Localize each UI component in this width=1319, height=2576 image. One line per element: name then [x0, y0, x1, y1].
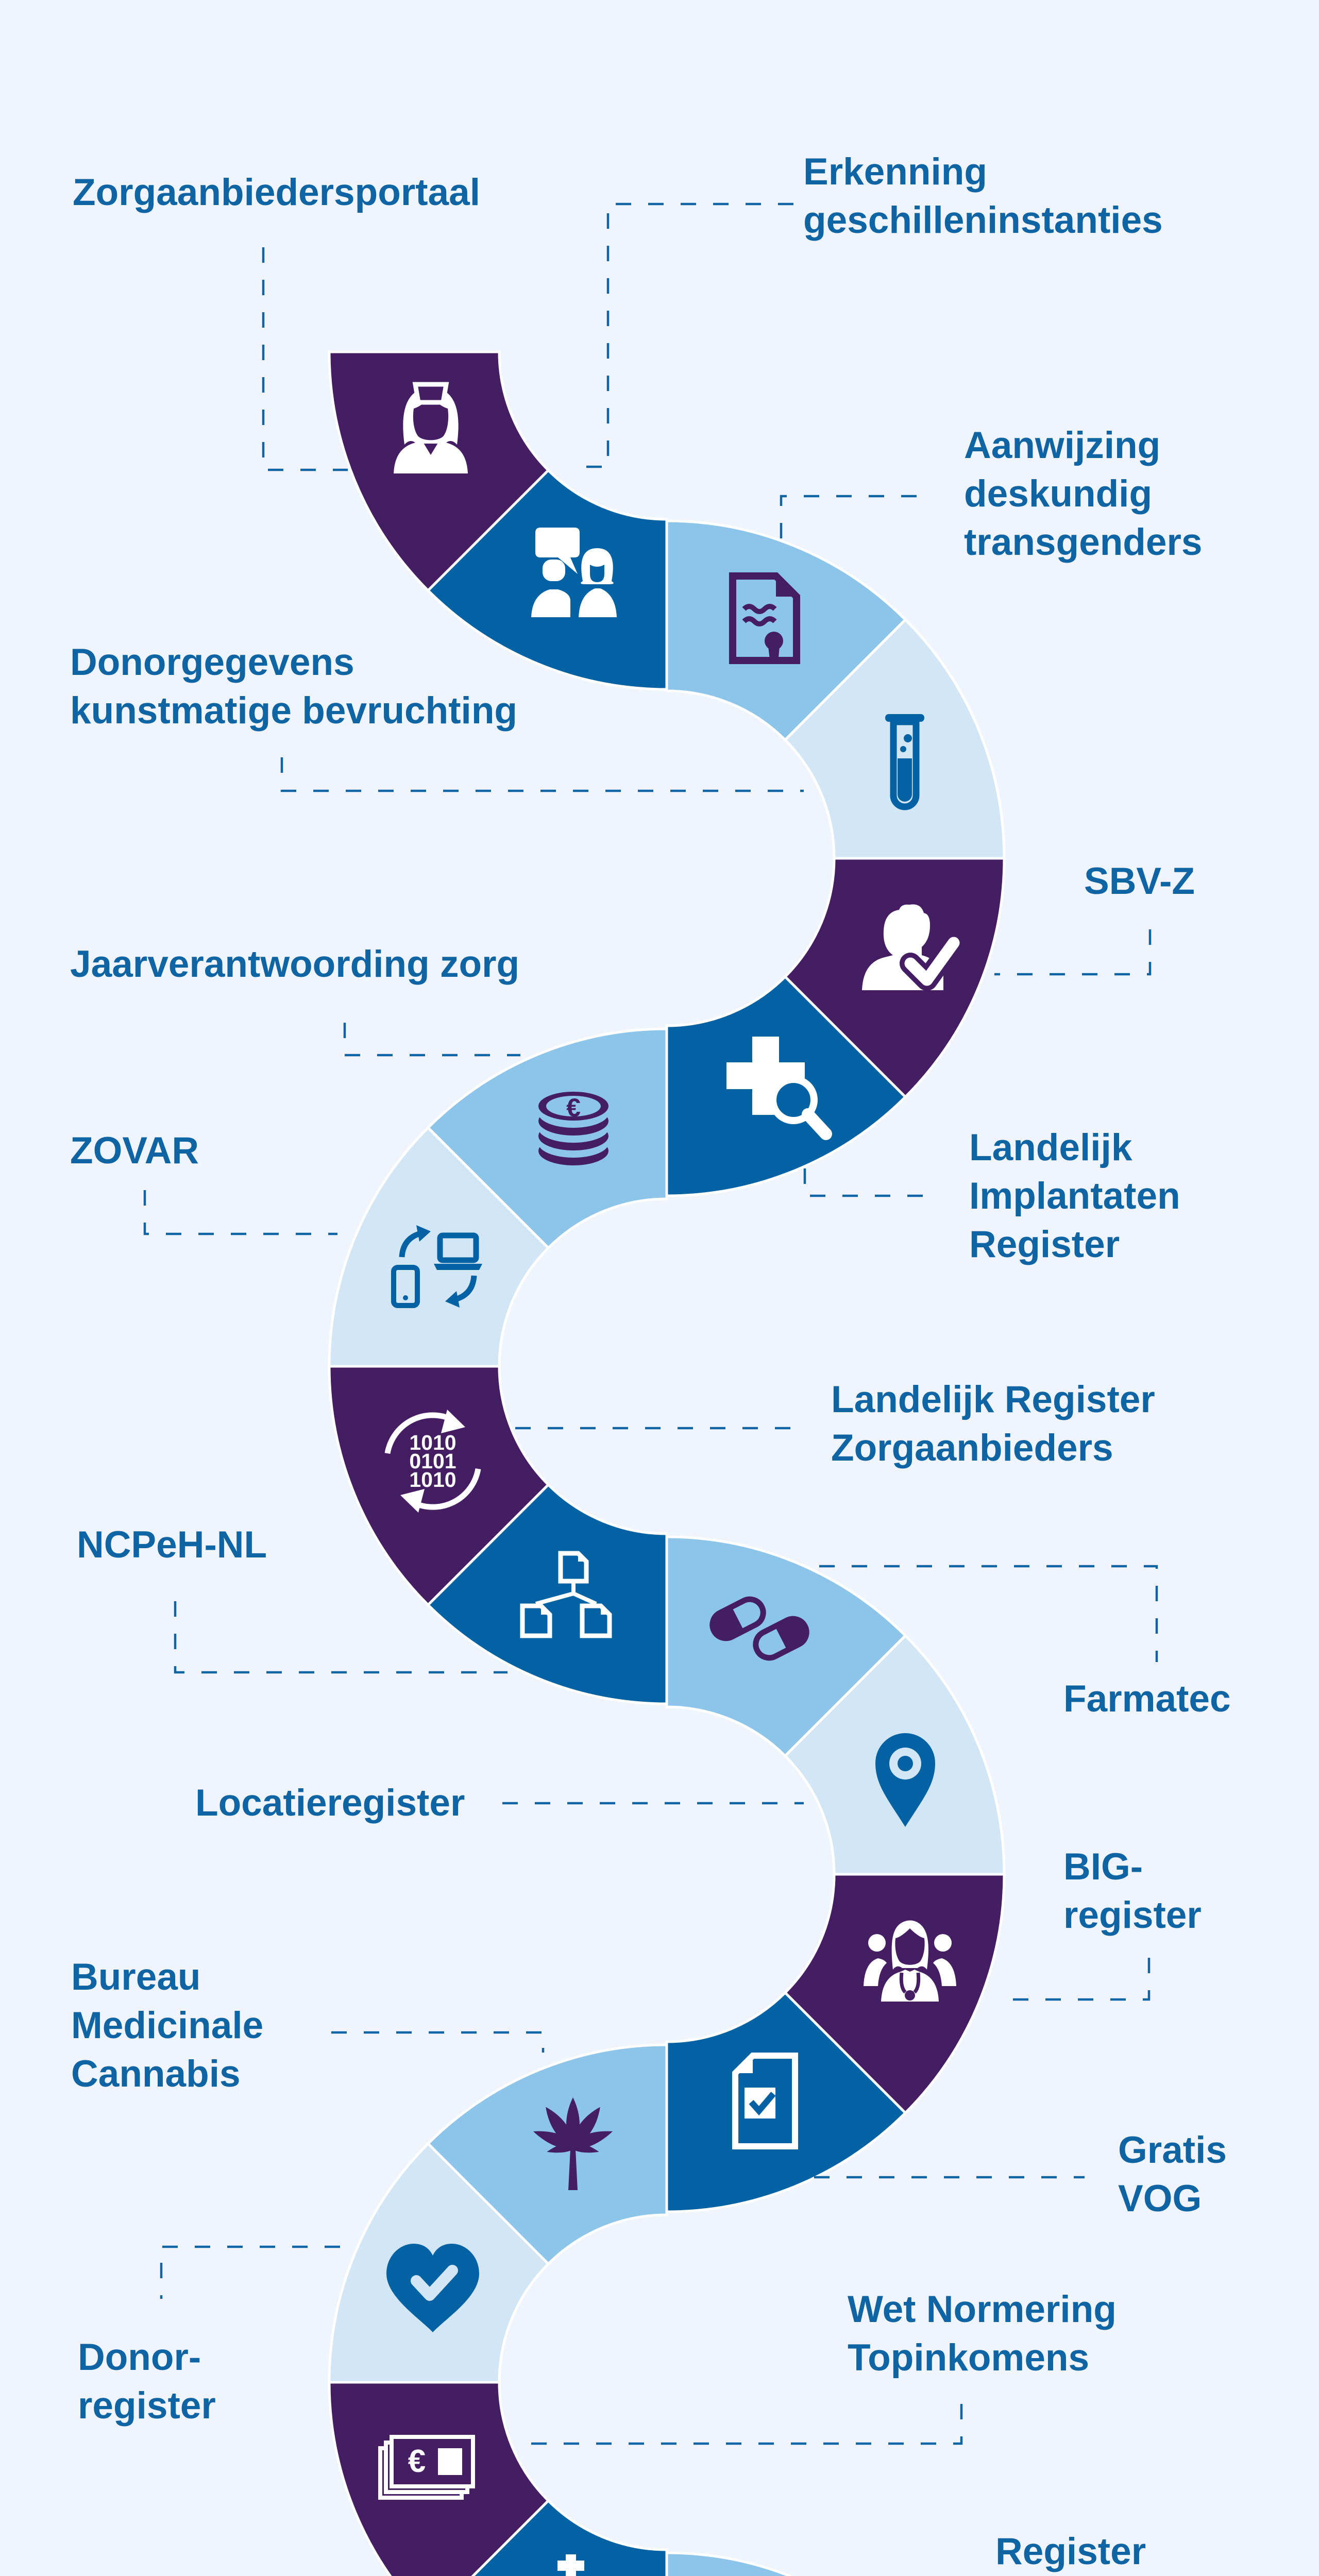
svg-text:Register: Register [995, 2531, 1146, 2572]
svg-text:Jaarverantwoording zorg: Jaarverantwoording zorg [70, 943, 519, 985]
svg-text:Zorgaanbiedersportaal: Zorgaanbiedersportaal [73, 172, 480, 213]
svg-text:Bureau: Bureau [71, 1956, 201, 1998]
svg-text:transgenders: transgenders [964, 521, 1203, 563]
svg-text:geschilleninstanties: geschilleninstanties [803, 199, 1163, 241]
svg-text:Cannabis: Cannabis [71, 2053, 241, 2095]
svg-text:Erkenning: Erkenning [803, 151, 987, 193]
svg-text:Medicinale: Medicinale [71, 2005, 263, 2046]
svg-text:ZOVAR: ZOVAR [70, 1130, 199, 1172]
svg-text:Donor-: Donor- [78, 2336, 201, 2378]
svg-text:Locatieregister: Locatieregister [195, 1782, 465, 1824]
svg-text:Landelijk: Landelijk [969, 1127, 1132, 1168]
svg-text:Wet Normering: Wet Normering [848, 2289, 1117, 2330]
svg-text:1010: 1010 [409, 1468, 456, 1492]
svg-text:Landelijk Register: Landelijk Register [831, 1379, 1155, 1420]
svg-text:kunstmatige bevruchting: kunstmatige bevruchting [70, 690, 517, 732]
svg-text:register: register [1063, 1894, 1202, 1936]
svg-text:SBV-Z: SBV-Z [1084, 860, 1195, 902]
svg-text:1010: 1010 [409, 1431, 456, 1454]
svg-text:€: € [566, 1093, 581, 1122]
svg-text:Farmatec: Farmatec [1063, 1678, 1231, 1720]
svg-text:Gratis: Gratis [1118, 2129, 1227, 2171]
svg-text:€: € [408, 2444, 426, 2479]
svg-text:Register: Register [969, 1224, 1120, 1265]
svg-text:0101: 0101 [409, 1449, 456, 1473]
svg-text:Zorgaanbieders: Zorgaanbieders [831, 1427, 1113, 1469]
svg-text:VOG: VOG [1118, 2178, 1202, 2219]
svg-text:BIG-: BIG- [1063, 1846, 1143, 1888]
svg-text:register: register [78, 2385, 216, 2427]
svg-text:Aanwijzing: Aanwijzing [964, 425, 1160, 466]
svg-text:deskundig: deskundig [964, 473, 1152, 515]
svg-text:Implantaten: Implantaten [969, 1175, 1180, 1217]
svg-text:Topinkomens: Topinkomens [848, 2337, 1089, 2379]
svg-text:Donorgegevens: Donorgegevens [70, 641, 354, 683]
svg-text:NCPeH-NL: NCPeH-NL [77, 1524, 267, 1566]
